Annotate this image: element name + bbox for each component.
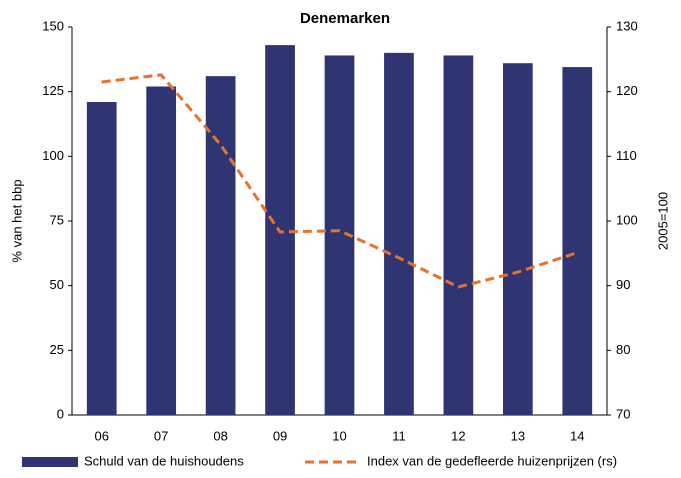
- y-axis-label: % van het bbp: [9, 179, 24, 262]
- x-tick-label: 14: [570, 428, 584, 443]
- legend-swatch: [22, 457, 78, 467]
- line: [101, 73, 578, 289]
- x-tick-label: 06: [94, 428, 108, 443]
- y2-tick-label: 110: [616, 148, 637, 163]
- y2-tick-label: 90: [616, 277, 630, 292]
- bar: [205, 76, 236, 415]
- x-tick-label: 09: [273, 428, 287, 443]
- y2-tick-label: 80: [616, 342, 630, 357]
- y2-tick-label: 120: [616, 83, 638, 98]
- x-tick-label: 08: [213, 428, 227, 443]
- y-tick-label: 0: [57, 406, 64, 421]
- chart-title: Denemarken: [300, 10, 390, 27]
- bar: [562, 67, 593, 416]
- x-tick-label: 12: [451, 428, 465, 443]
- y-tick-label: 25: [50, 342, 64, 357]
- x-tick-label: 10: [332, 428, 346, 443]
- y-tick-label: 100: [42, 148, 64, 163]
- y-tick-label: 50: [50, 277, 64, 292]
- legend-label: Schuld van de huishoudens: [84, 453, 244, 468]
- y-tick-label: 150: [42, 18, 64, 33]
- y2-tick-label: 70: [616, 406, 630, 421]
- x-tick-label: 11: [392, 428, 406, 443]
- bar: [443, 55, 474, 415]
- bar: [502, 63, 533, 416]
- legend-label: Index van de gedefleerde huizenprijzen (…: [367, 453, 617, 468]
- bar: [384, 52, 414, 415]
- y2-tick-label: 100: [616, 212, 638, 227]
- bar: [86, 102, 117, 415]
- y-tick-label: 125: [42, 83, 64, 98]
- y-tick-label: 75: [50, 212, 64, 227]
- y2-tick-label: 130: [616, 18, 638, 33]
- y2-axis-label: 2005=100: [655, 192, 670, 250]
- bar: [146, 86, 177, 415]
- x-tick-label: 07: [154, 428, 168, 443]
- x-tick-label: 13: [511, 428, 525, 443]
